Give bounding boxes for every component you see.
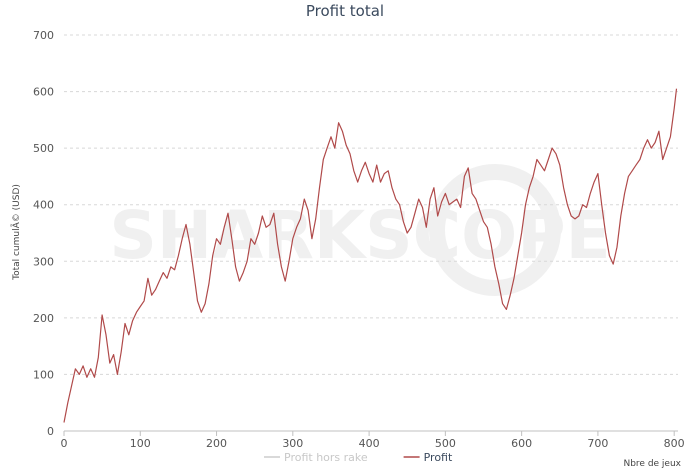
x-tick-label: 200 <box>206 437 227 450</box>
x-tick-label: 700 <box>587 437 608 450</box>
x-tick-label: 300 <box>282 437 303 450</box>
series-lines <box>63 88 678 423</box>
y-tick-label: 600 <box>33 86 54 99</box>
y-tick-label: 0 <box>47 425 54 438</box>
x-tick-label: 400 <box>359 437 380 450</box>
x-axis-title: Nbre de jeux <box>623 459 681 469</box>
y-tick-label: 200 <box>33 312 54 325</box>
x-axis: 0 100 200 300 400 500 600 700 800 <box>61 431 685 450</box>
y-tick-label: 300 <box>33 255 54 268</box>
y-tick-label: 400 <box>33 199 54 212</box>
x-tick-label: 500 <box>435 437 456 450</box>
x-tick-label: 0 <box>61 437 68 450</box>
y-tick-label: 500 <box>33 142 54 155</box>
chart-title: Profit total <box>306 2 384 20</box>
x-tick-label: 800 <box>664 437 685 450</box>
y-axis: 0 100 200 300 400 500 600 700 <box>33 29 54 438</box>
y-tick-label: 100 <box>33 368 54 381</box>
y-tick-label: 700 <box>33 29 54 42</box>
grid-lines <box>64 34 678 432</box>
y-axis-title: Total cumulÃ© (USD) <box>11 184 22 281</box>
legend-item-label: Profit <box>424 451 453 464</box>
legend: Profit hors rake Profit <box>264 451 453 464</box>
x-tick-label: 600 <box>511 437 532 450</box>
series-line-profit <box>63 88 678 423</box>
x-tick-label: 100 <box>130 437 151 450</box>
watermark-target-icon <box>429 164 561 296</box>
legend-item-label: Profit hors rake <box>284 451 368 464</box>
